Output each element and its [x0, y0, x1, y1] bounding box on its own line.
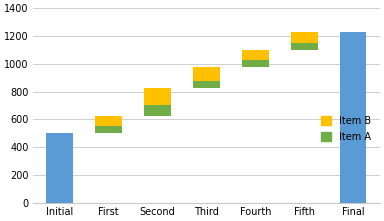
Bar	[95, 126, 122, 133]
Bar	[291, 32, 318, 43]
Bar	[339, 32, 366, 203]
Bar	[291, 43, 318, 50]
Legend: Item B, Item A: Item B, Item A	[318, 112, 375, 146]
Bar	[144, 88, 171, 105]
Bar	[46, 133, 73, 203]
Bar	[242, 50, 269, 60]
Bar	[193, 67, 220, 81]
Bar	[144, 105, 171, 116]
Bar	[95, 116, 122, 126]
Bar	[242, 60, 269, 67]
Bar	[193, 81, 220, 88]
